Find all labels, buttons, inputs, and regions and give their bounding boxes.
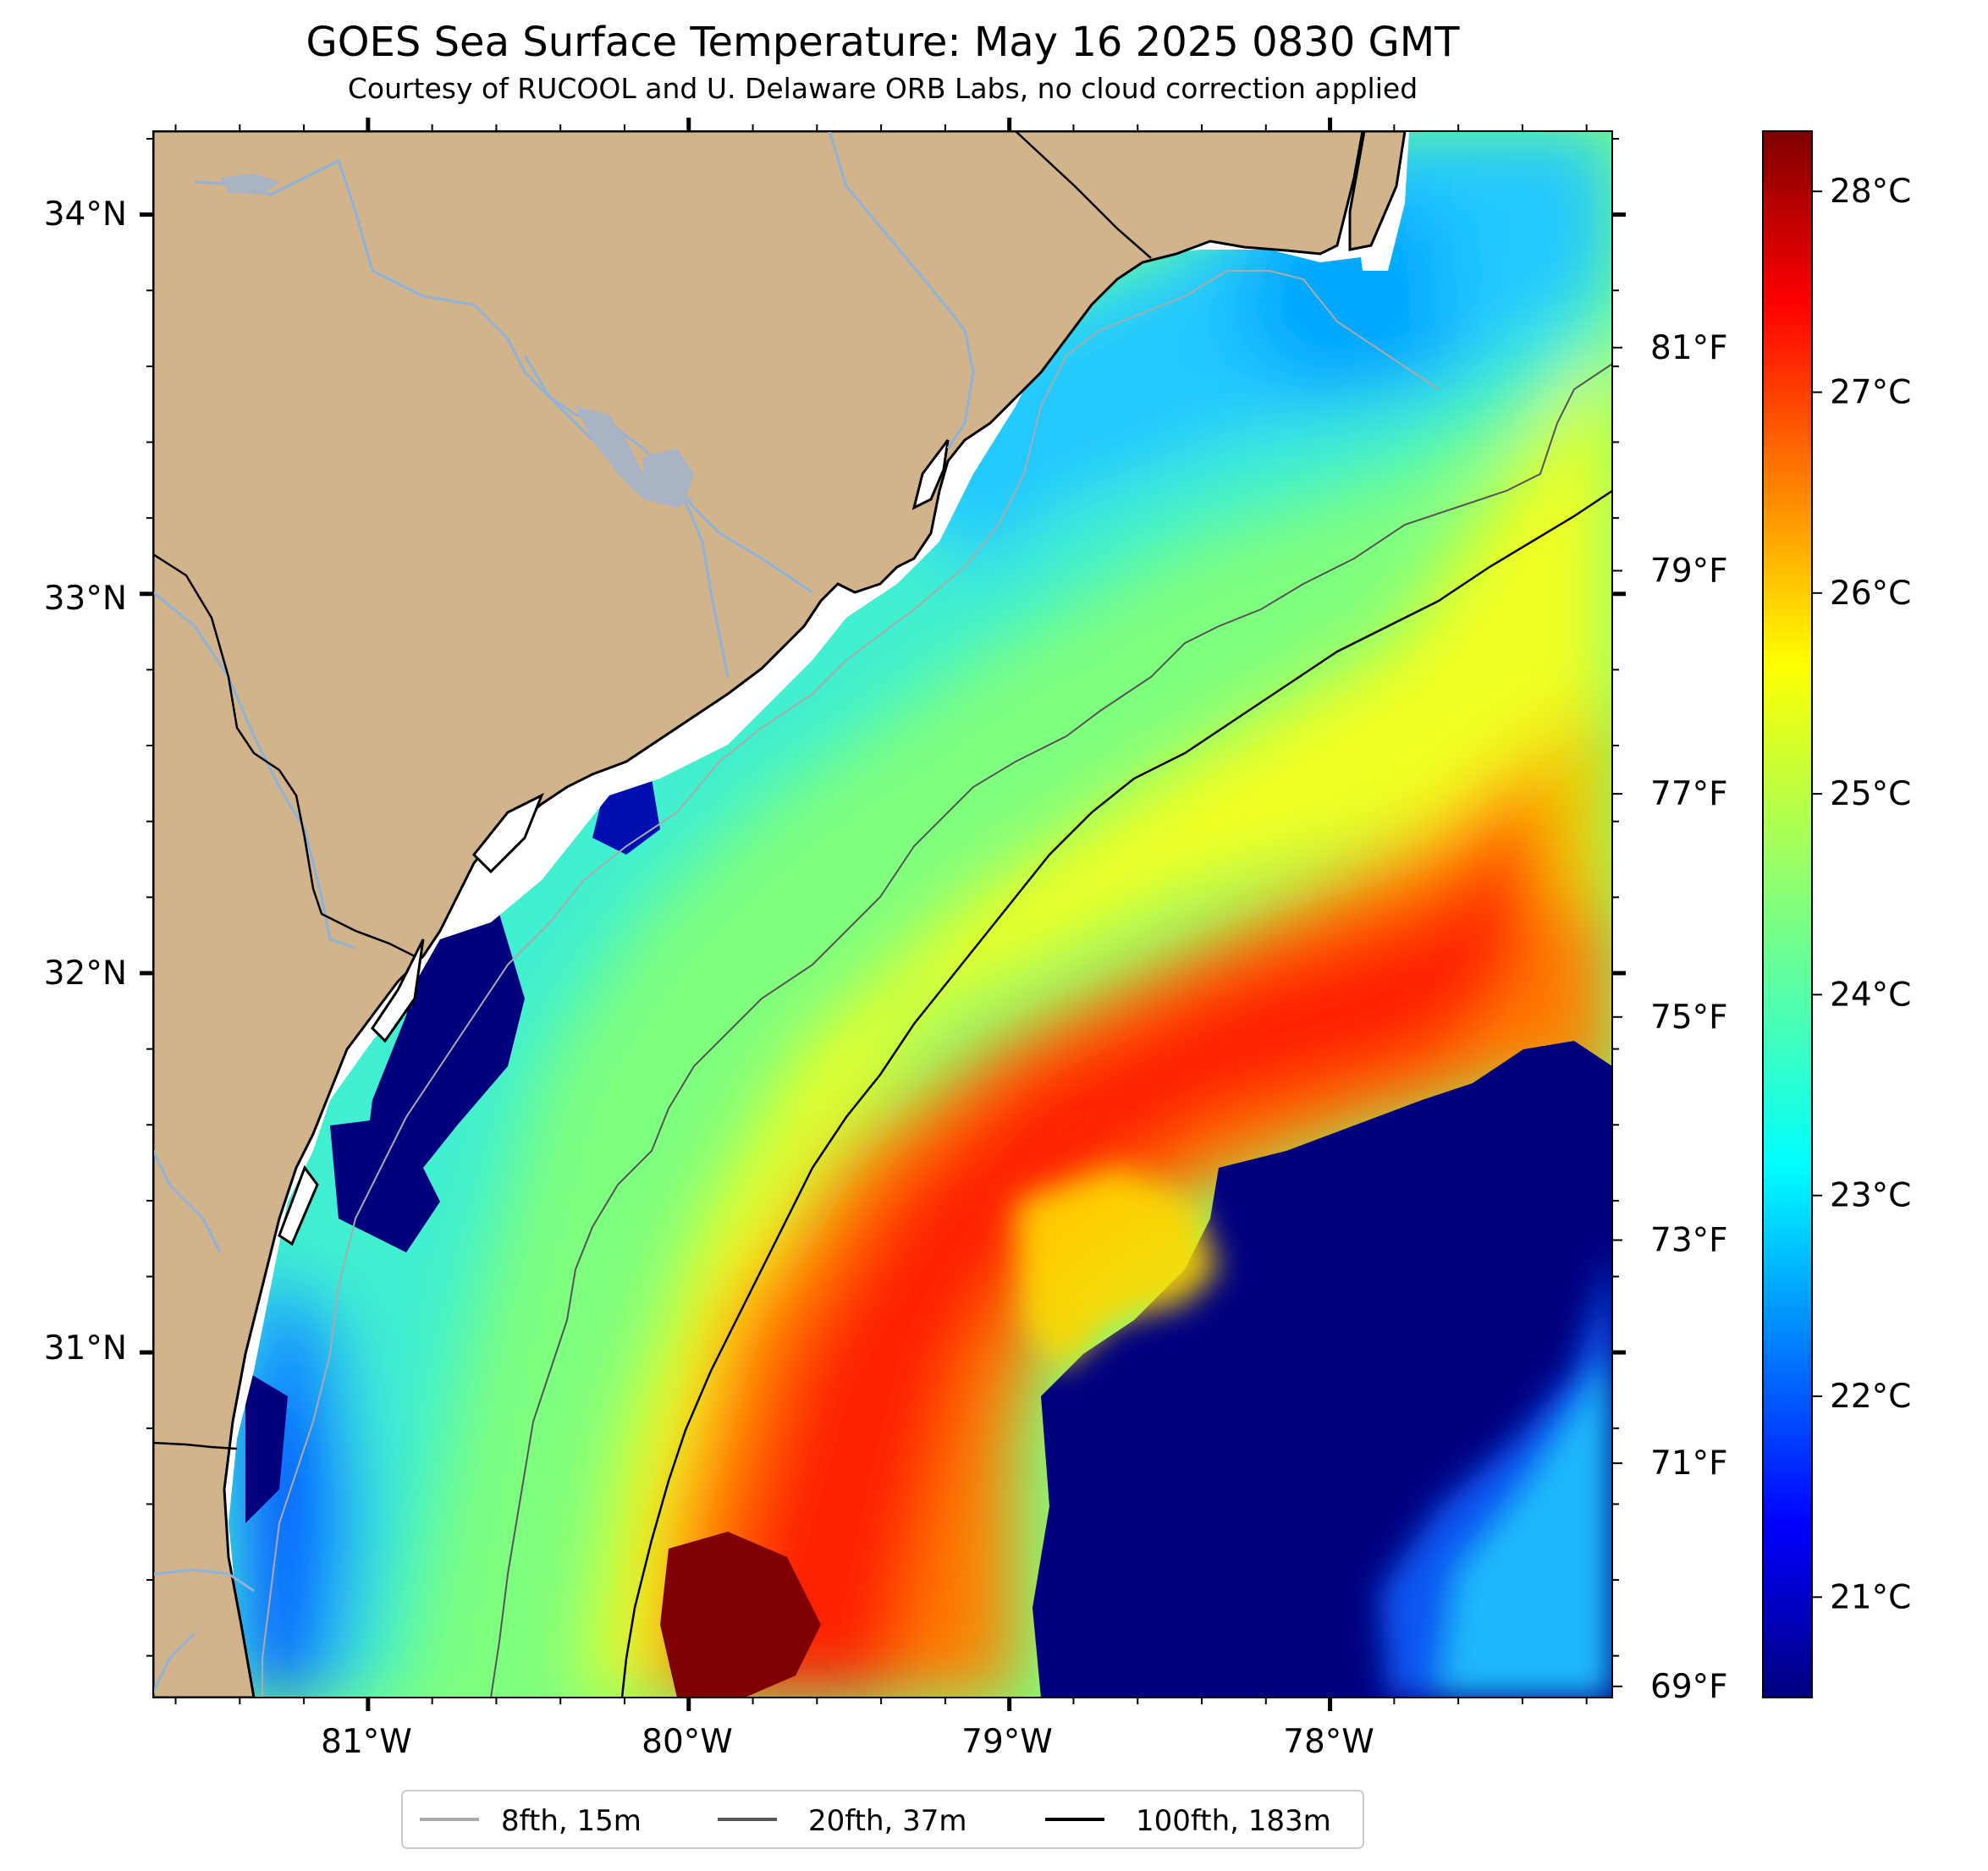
lon-label-81w: 81°W xyxy=(321,1723,412,1761)
hot-core xyxy=(660,1532,821,1698)
fahrenheit-tick-label: 69°F xyxy=(1650,1668,1728,1706)
celsius-tick-label: 21°C xyxy=(1830,1578,1911,1616)
fahrenheit-tick-label: 77°F xyxy=(1650,775,1728,813)
map-area xyxy=(153,131,1612,1698)
legend: 8fth, 15m 20fth, 37m 100fth, 183m xyxy=(401,1790,1364,1849)
lat-label-34n: 34°N xyxy=(44,195,127,234)
colorbar xyxy=(1762,130,1813,1698)
fahrenheit-axis: 81°F 79°F 77°F 75°F 73°F 71°F 69°F xyxy=(1612,329,1728,1706)
celsius-tick-label: 26°C xyxy=(1830,575,1911,613)
lat-label-31n: 31°N xyxy=(44,1329,127,1367)
lon-label-80w: 80°W xyxy=(642,1723,733,1761)
isobath-100fth xyxy=(620,489,1612,1698)
celsius-tick-label: 22°C xyxy=(1830,1378,1911,1416)
fahrenheit-tick-label: 75°F xyxy=(1650,999,1728,1037)
lat-label-32n: 32°N xyxy=(44,955,127,993)
celsius-tick-label: 25°C xyxy=(1830,775,1911,813)
legend-label-100fth: 100fth, 183m xyxy=(1136,1804,1331,1838)
celsius-tick-label: 28°C xyxy=(1830,173,1911,211)
celsius-tick-label: 23°C xyxy=(1830,1177,1911,1215)
legend-label-8fth: 8fth, 15m xyxy=(501,1804,642,1838)
map-ticks xyxy=(140,118,1626,1711)
celsius-tick-label: 24°C xyxy=(1830,976,1911,1014)
fahrenheit-tick-label: 71°F xyxy=(1650,1445,1728,1483)
legend-box xyxy=(401,1790,1364,1849)
celsius-tick-label: 27°C xyxy=(1830,374,1911,412)
fahrenheit-tick-label: 73°F xyxy=(1650,1221,1728,1259)
map-frame xyxy=(152,130,1613,1698)
legend-label-20fth: 20fth, 37m xyxy=(808,1804,967,1838)
map-subtitle: Courtesy of RUCOOL and U. Delaware ORB L… xyxy=(348,72,1418,105)
lon-label-79w: 79°W xyxy=(961,1723,1053,1761)
state-borders xyxy=(153,131,1152,1450)
lat-label-33n: 33°N xyxy=(44,580,127,618)
land-coastline xyxy=(153,131,1364,1698)
isobath-20fth xyxy=(490,363,1612,1698)
fahrenheit-tick-label: 81°F xyxy=(1650,329,1728,367)
map-title: GOES Sea Surface Temperature: May 16 202… xyxy=(306,19,1461,66)
isobath-8fth xyxy=(262,270,1440,1698)
fahrenheit-tick-label: 79°F xyxy=(1650,552,1728,590)
lon-label-78w: 78°W xyxy=(1283,1723,1374,1761)
celsius-axis: 28°C 27°C 26°C 25°C 24°C 23°C 22°C 21°C xyxy=(1812,173,1911,1616)
